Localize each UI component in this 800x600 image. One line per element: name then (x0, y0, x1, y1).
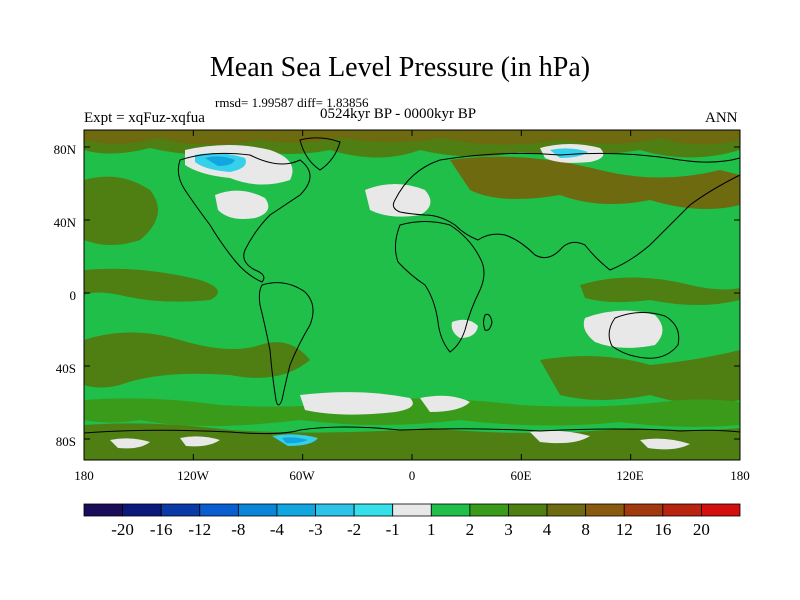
atlantic-near-zero (365, 184, 431, 217)
colorbar-swatch (623, 503, 664, 517)
north-brown-band (84, 130, 740, 145)
colorbar-label: -3 (308, 520, 323, 539)
north-america-near-zero (215, 190, 269, 219)
south-america-coast (258, 282, 314, 406)
colorbar-label: -20 (111, 520, 134, 539)
season-label: ANN (705, 110, 738, 126)
australia-near-zero (583, 310, 663, 348)
colorbar-label: -2 (347, 520, 362, 539)
madagascar-coast (483, 313, 493, 331)
south-olive-band (84, 332, 310, 388)
colorbar-swatch (469, 503, 509, 517)
greenland-blue-core (205, 156, 235, 166)
colorbar-label: 4 (542, 520, 552, 539)
southern-ocean-near-zero-1 (110, 438, 150, 449)
colorbar-label: -16 (149, 520, 173, 539)
greenland-coast (299, 137, 341, 171)
colorbar-swatch (546, 503, 587, 517)
colorbar-swatch (701, 503, 741, 517)
southern-ocean-band (84, 398, 740, 427)
colorbar-swatch (83, 503, 123, 517)
coastlines (83, 137, 741, 435)
colorbar-label: 16 (654, 520, 672, 539)
lat-label: 40S (55, 361, 76, 376)
stats-text: rmsd= 1.99587 diff= 1.83856 (215, 95, 369, 110)
tropical-olive-band (84, 268, 218, 302)
lon-label: 180 (74, 468, 94, 483)
colorbar-label: -8 (231, 520, 246, 539)
south-indian-near-zero (420, 395, 470, 412)
colorbar-label: 20 (692, 520, 710, 539)
lon-label: 0 (408, 468, 416, 483)
lon-label: 60W (289, 468, 315, 483)
southern-ocean-near-zero-2 (180, 436, 220, 447)
lat-label: 0 (69, 288, 77, 303)
lon-label: 60E (510, 468, 532, 483)
siberia-blue-anomaly (550, 148, 588, 158)
north-america-coast (177, 152, 311, 283)
colorbar-swatch (508, 503, 548, 517)
australia-coast (608, 312, 680, 359)
pressure-field (84, 130, 740, 460)
southern-ocean-near-zero-4 (640, 438, 690, 450)
lon-label: 120W (177, 468, 209, 483)
experiment-label: Expt = xqFuz-xqfua (84, 110, 205, 126)
colorbar-swatch (392, 503, 432, 517)
lat-label: 80N (53, 142, 76, 157)
colorbar-swatch (662, 503, 702, 517)
map-title: Mean Sea Level Pressure (in hPa) (209, 52, 591, 83)
lat-label: 40N (53, 215, 76, 230)
lat-label: 80S (55, 434, 76, 449)
colorbar-swatch (430, 503, 471, 517)
colorbar-label: 8 (581, 520, 590, 539)
antarctic-blue-core (282, 437, 308, 444)
colorbar-swatch (160, 503, 201, 517)
colorbar-label: 3 (504, 520, 513, 539)
africa-coast (394, 221, 485, 353)
eurasia-brown-patch (450, 156, 740, 209)
southern-ocean-near-zero-3 (530, 430, 590, 444)
lon-label: 120E (616, 468, 644, 483)
colorbar-label: 1 (427, 520, 436, 539)
colorbar-swatch (585, 503, 625, 517)
south-atlantic-near-zero (300, 392, 413, 415)
south-olive-band-east (540, 350, 740, 404)
colorbar-label: 2 (465, 520, 475, 539)
colorbar-label: -1 (385, 520, 400, 539)
colorbar-swatch (237, 503, 278, 517)
colorbar-swatch (199, 503, 239, 517)
pacific-olive-patch (84, 176, 158, 245)
lon-label: 180 (730, 468, 750, 483)
period-label: 0524kyr BP - 0000kyr BP (320, 106, 477, 122)
colorbar (83, 503, 741, 517)
colorbar-label: -12 (188, 520, 212, 539)
colorbar-swatch (122, 503, 162, 517)
colorbar-swatch (276, 503, 316, 517)
colorbar-label: 12 (615, 520, 633, 539)
colorbar-swatch (315, 503, 355, 517)
axis-ticks (83, 130, 741, 460)
colorbar-label: -4 (269, 520, 285, 539)
colorbar-swatch (353, 503, 394, 517)
eurasia-coast (392, 152, 741, 271)
antarctic-olive-band (84, 423, 740, 460)
tropical-olive-band-east (580, 277, 740, 305)
antarctica-coast (83, 426, 741, 435)
